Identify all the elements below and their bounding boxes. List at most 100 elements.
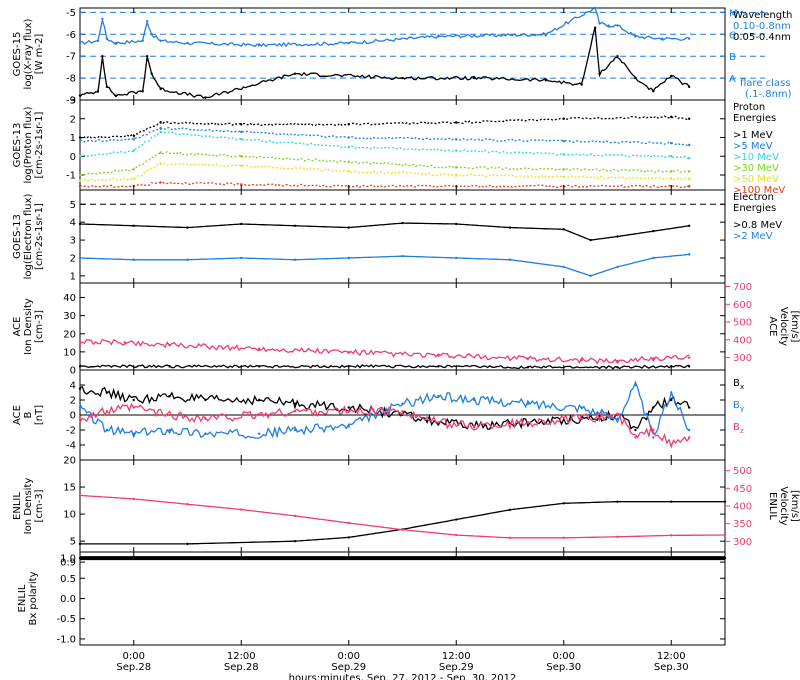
- enlil_density-ylabel: Ion Density: [23, 478, 34, 535]
- enlil_density-data-point: [347, 521, 350, 525]
- goes13p-data-point: [687, 156, 691, 160]
- goes13p-data-point: [132, 149, 135, 152]
- goes13p-ytick-label: 2: [70, 114, 76, 125]
- enlil_density-data-point: [670, 534, 673, 537]
- ace_b-data-point: [132, 432, 135, 435]
- ace_density-y2tick-label: 600: [733, 300, 752, 311]
- ace_b-data-point: [168, 428, 171, 432]
- ace_density-y2label: [km/s]: [789, 311, 800, 343]
- goes15-data-point: [96, 39, 100, 43]
- ace_b-ytick-label: -2: [66, 426, 76, 437]
- goes13p-data-point: [240, 155, 243, 158]
- goes13p-ylabel: log(Proton flux): [23, 106, 34, 183]
- ace_density-ytick-label: 0: [70, 366, 76, 377]
- goes13e-data-point: [186, 258, 189, 261]
- enlil_density-ytick-label: 5: [70, 537, 76, 548]
- goes13e-data-point: [240, 222, 243, 226]
- goes13p-data-point: [240, 138, 243, 141]
- goes13p-series-yellow: [79, 162, 690, 183]
- enlil_density-data-point: [186, 503, 189, 506]
- goes15-ylabel: log(X-ray flux): [23, 18, 34, 89]
- ace_b-ytick-label: 2: [70, 396, 76, 407]
- goes13p-frame: [79, 99, 726, 191]
- ace_density-data-point: [78, 340, 82, 343]
- ace_b-ytick-label: 4: [70, 381, 76, 392]
- goes13e-ytick-label: 5: [70, 200, 76, 211]
- ace_b-data-point: [472, 398, 476, 402]
- ace_b-data-point: [105, 410, 109, 413]
- enlil_polarity-ylabel: Bx polarity: [28, 571, 39, 625]
- goes13p-legend-entry: >5 MeV: [733, 141, 773, 152]
- enlil_density-data-point: [723, 533, 727, 537]
- goes13p-ytick-label: 0: [70, 152, 76, 163]
- ace_b-ylabel: B: [23, 411, 34, 418]
- x-tick-date-label: Sep.30: [546, 662, 581, 673]
- goes13p-data-point: [159, 126, 162, 130]
- ace_b-data-point: [347, 410, 350, 413]
- goes13e-data-point: [240, 256, 243, 260]
- goes15-data-point: [78, 41, 82, 45]
- enlil_density-ylabel: [cm-3]: [34, 489, 45, 522]
- goes15-data-point: [159, 39, 162, 43]
- goes13e-data-point: [562, 228, 565, 231]
- enlil_polarity-ytick-label: 0.9: [60, 558, 76, 569]
- enlil_density-y2tick-label: 350: [733, 519, 752, 530]
- flare-class-label: C: [729, 30, 736, 41]
- goes13p-series-red: [79, 181, 690, 189]
- x-tick-date-label: Sep.30: [654, 662, 689, 673]
- ace_density-data-point: [257, 347, 261, 350]
- enlil_density-series-black: [80, 501, 725, 545]
- ace_b-series-blue: [79, 380, 690, 439]
- ace_b-data-point: [616, 413, 619, 417]
- goes13e-data-point: [186, 226, 189, 229]
- goes15-series-black: [79, 26, 690, 99]
- goes13e-data-point: [687, 224, 691, 227]
- goes15-data-point: [159, 87, 162, 91]
- ace_b-data-point: [580, 417, 583, 420]
- goes15-data-point: [204, 96, 207, 100]
- goes13e-data-point: [132, 224, 135, 227]
- ace-b-legend-entry: B: [733, 422, 740, 433]
- enlil_density-ytick-label: 20: [63, 456, 76, 467]
- flare-class-note-range: (.1-.8nm): [745, 89, 792, 100]
- goes13e-data-point: [293, 224, 297, 227]
- ace_b-data-point: [204, 432, 207, 435]
- ace_density-data-point: [526, 357, 530, 360]
- enlil_density-y2tick-label: 450: [733, 484, 752, 495]
- goes13p-legend-entry: >1 MeV: [733, 130, 773, 141]
- ace_b-data-point: [293, 410, 297, 413]
- goes15-data-point: [145, 19, 149, 23]
- goes15-data-point: [141, 39, 144, 43]
- ace_b-data-point: [293, 402, 297, 405]
- goes15-data-point: [96, 90, 100, 93]
- ace_b-data-point: [437, 395, 440, 398]
- ace_b-data-point: [105, 428, 109, 432]
- enlil_density-data-point: [616, 500, 619, 503]
- goes13p-data-point: [687, 143, 691, 147]
- goes13p-data-point: [132, 134, 135, 137]
- ace_b-series-black: [79, 385, 690, 430]
- goes15-ytick-label: -6: [66, 30, 76, 41]
- enlil_polarity-ytick-label: -1.0: [56, 634, 76, 645]
- ace_density-data-point: [347, 351, 350, 354]
- goes13e-data-point: [562, 265, 565, 269]
- ace_b-data-point: [78, 406, 82, 409]
- goes15-series-blue: [79, 7, 690, 48]
- goes13p-data-point: [78, 155, 82, 158]
- goes13p-data-point: [78, 173, 82, 177]
- goes13p-ytick-label: -1: [66, 171, 76, 182]
- goes13p-ylabel: [cm-2s-1sr-1]: [34, 111, 45, 178]
- goes13e-data-point: [347, 256, 350, 260]
- goes15-data-point: [598, 72, 601, 75]
- goes13p-series-black: [79, 115, 690, 140]
- goes13e-data-point: [78, 222, 82, 226]
- ace_density-data-point: [616, 366, 619, 369]
- goes13e-data-point: [347, 226, 350, 229]
- goes15-data-point: [607, 24, 610, 27]
- goes15-data-point: [145, 54, 149, 58]
- ace_density-data-point: [687, 356, 691, 359]
- enlil_density-y2tick-label: 400: [733, 502, 752, 513]
- enlil_density-y2label: ENLIL: [767, 492, 778, 520]
- enlil_density-data-point: [670, 500, 673, 503]
- x-tick-date-label: Sep.28: [116, 662, 151, 673]
